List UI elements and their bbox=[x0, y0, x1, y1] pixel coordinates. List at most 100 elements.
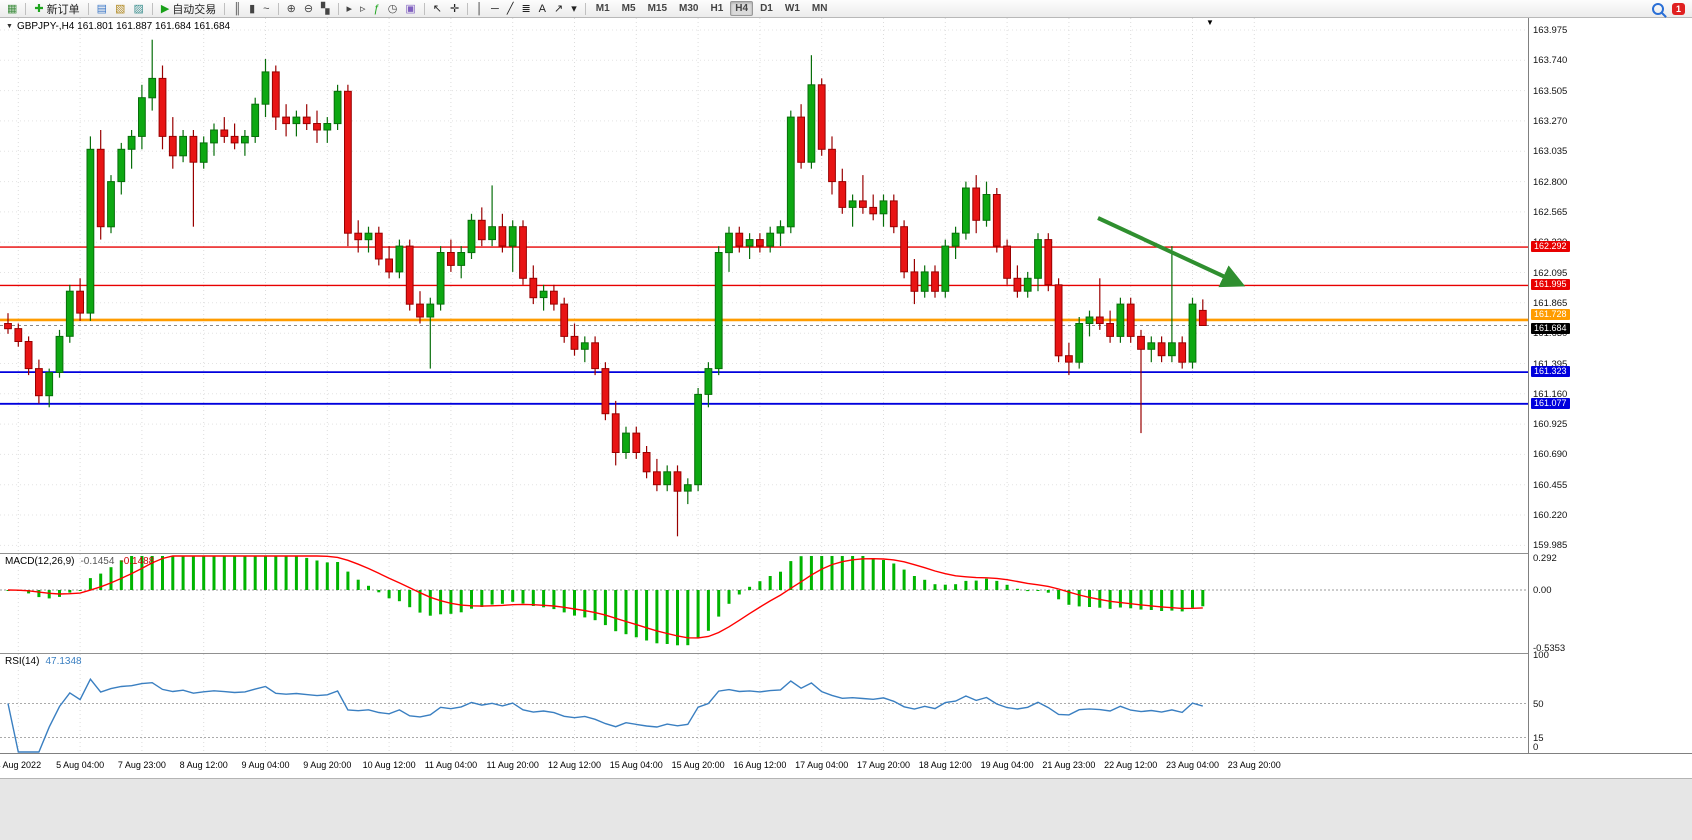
macd-panel[interactable] bbox=[0, 554, 1528, 653]
tile-windows-icon[interactable]: ▚ bbox=[317, 0, 333, 17]
candle bbox=[158, 65, 167, 150]
candle bbox=[55, 329, 64, 378]
panel-separator[interactable] bbox=[0, 653, 1692, 654]
vertical-line-icon[interactable]: │ bbox=[472, 0, 487, 17]
candle bbox=[76, 278, 84, 321]
timeframe-h1[interactable]: H1 bbox=[710, 3, 724, 14]
terminal-icon-glyph: ▨ bbox=[133, 2, 144, 15]
candle bbox=[580, 336, 589, 363]
time-tick: 4 Aug 2022 bbox=[0, 760, 42, 770]
candle bbox=[35, 359, 43, 404]
macd-axis-tick: -0.5353 bbox=[1533, 643, 1566, 655]
timeframe-d1[interactable]: D1 bbox=[760, 3, 773, 14]
collapse-triangle-icon[interactable]: ▼ bbox=[6, 23, 13, 30]
candle bbox=[210, 123, 218, 156]
timeframe-m1[interactable]: M1 bbox=[595, 3, 610, 14]
navigator-icon[interactable]: ▧ bbox=[111, 0, 129, 17]
trend-arrow-annotation[interactable] bbox=[1097, 216, 1246, 288]
rsi-axis-tick: 50 bbox=[1533, 698, 1544, 710]
price-tick: 160.455 bbox=[1533, 479, 1568, 491]
new-order-glyph: ✚ bbox=[34, 2, 44, 15]
time-tick: 12 Aug 12:00 bbox=[547, 760, 602, 770]
timeframe-m30[interactable]: M30 bbox=[679, 3, 699, 14]
search-icon[interactable] bbox=[1651, 2, 1664, 15]
main-chart[interactable] bbox=[0, 18, 1528, 553]
period-icon[interactable]: ◷ bbox=[384, 0, 402, 17]
auto-trading-button[interactable]: ▶ 自动交易 bbox=[157, 0, 220, 17]
candle bbox=[1054, 278, 1063, 363]
horizontal-lines-layer[interactable] bbox=[0, 246, 1528, 405]
candle bbox=[673, 465, 682, 537]
new-chart-icon[interactable]: ▦ bbox=[3, 0, 21, 17]
candle bbox=[786, 110, 795, 234]
fibonacci-icon[interactable]: ≣ bbox=[517, 0, 534, 17]
line-chart-icon[interactable]: ~ bbox=[259, 0, 273, 17]
candle bbox=[611, 400, 620, 466]
toolbar-separator bbox=[337, 2, 339, 15]
rsi-panel[interactable] bbox=[0, 654, 1528, 753]
trendline-icon[interactable]: ╱ bbox=[503, 0, 518, 17]
candle bbox=[457, 246, 466, 279]
candle bbox=[65, 284, 74, 343]
candle bbox=[900, 220, 909, 279]
toolbar-groups: ▦ ✚ 新订单 ▤ ▧ ▨ ▶ 自动交易 ║ ▮ ~ ⊕ ⊖ ▚ ▸ ▹ ƒ ◷ ▣ ↖ ✛ │ ─ ╱ ≣ A ↗ ▾ M1 M5 M15… bbox=[3, 0, 833, 18]
tile-windows-icon-glyph: ▚ bbox=[321, 2, 330, 15]
timeframe-m5[interactable]: M5 bbox=[621, 3, 636, 14]
text-icon-glyph: A bbox=[538, 2, 547, 15]
candle bbox=[828, 136, 836, 195]
toolbar: ▦ ✚ 新订单 ▤ ▧ ▨ ▶ 自动交易 ║ ▮ ~ ⊕ ⊖ ▚ ▸ ▹ ƒ ◷ ▣ ↖ ✛ │ ─ ╱ ≣ A ↗ ▾ M1 M5 M15… bbox=[0, 0, 1692, 18]
terminal-icon[interactable]: ▨ bbox=[129, 0, 147, 17]
timeframe-m15[interactable]: M15 bbox=[647, 3, 668, 14]
crosshair-icon[interactable]: ✛ bbox=[446, 0, 463, 17]
candle bbox=[4, 313, 12, 334]
new-chart-icon-glyph: ▦ bbox=[7, 2, 18, 15]
notification-badge[interactable]: 1 bbox=[1671, 2, 1685, 15]
zoom-out-icon[interactable]: ⊖ bbox=[300, 0, 317, 17]
cursor-icon[interactable]: ↖ bbox=[429, 0, 446, 17]
macd-main-value: -0.1454 bbox=[80, 556, 115, 567]
text-icon[interactable]: A bbox=[535, 0, 550, 17]
price-line-badge: 161.995 bbox=[1531, 279, 1570, 291]
arrows-icon[interactable]: ↗ bbox=[550, 0, 567, 17]
panel-separator[interactable] bbox=[0, 553, 1692, 554]
market-watch-icon[interactable]: ▤ bbox=[93, 0, 111, 17]
new-order-button[interactable]: ✚ 新订单 bbox=[30, 0, 83, 17]
candle bbox=[539, 284, 548, 311]
zoom-in-icon[interactable]: ⊕ bbox=[283, 0, 300, 17]
dropdown-arrow-icon[interactable]: ▾ bbox=[567, 0, 581, 17]
macd-signal-line bbox=[7, 555, 1203, 639]
time-tick: 22 Aug 12:00 bbox=[1104, 760, 1158, 770]
scroll-to-end-icon[interactable]: ▼ bbox=[1206, 18, 1214, 27]
candle bbox=[982, 181, 991, 227]
price-tick: 163.975 bbox=[1533, 25, 1568, 36]
timeframe-h4[interactable]: H4 bbox=[730, 1, 754, 16]
candle bbox=[148, 39, 157, 111]
chart-shift-icon[interactable]: ▹ bbox=[356, 0, 370, 17]
bar-chart-icon[interactable]: ║ bbox=[229, 0, 245, 17]
candle bbox=[992, 188, 1001, 253]
candlestick-chart-icon[interactable]: ▮ bbox=[245, 0, 259, 17]
grid-layer bbox=[17, 654, 1255, 753]
candle bbox=[889, 194, 898, 234]
candle bbox=[797, 104, 806, 169]
auto-scroll-icon[interactable]: ▸ bbox=[343, 0, 357, 17]
time-tick: 11 Aug 04:00 bbox=[424, 760, 478, 770]
crosshair-icon-glyph: ✛ bbox=[449, 2, 460, 15]
candle bbox=[323, 117, 332, 143]
candle bbox=[807, 55, 816, 169]
candle bbox=[519, 220, 527, 285]
timeframe-mn[interactable]: MN bbox=[811, 3, 828, 14]
time-axis[interactable]: 4 Aug 2022 5 Aug 04:00 7 Aug 23:00 8 Aug 12… bbox=[0, 753, 1692, 779]
templates-icon[interactable]: ▣ bbox=[401, 0, 419, 17]
candle bbox=[96, 130, 105, 240]
candle bbox=[642, 446, 651, 479]
indicators-icon[interactable]: ƒ bbox=[370, 0, 384, 17]
time-tick: 5 Aug 04:00 bbox=[56, 760, 105, 770]
horizontal-line-icon[interactable]: ─ bbox=[487, 0, 503, 17]
price-axis[interactable]: 163.975 163.740 163.505 163.270 163.035 162.8… bbox=[1528, 18, 1692, 753]
rsi-axis-tick: 100 bbox=[1533, 650, 1549, 661]
toolbar-separator bbox=[423, 2, 425, 15]
time-tick: 19 Aug 04:00 bbox=[980, 760, 1034, 770]
timeframe-w1[interactable]: W1 bbox=[784, 3, 800, 14]
period-icon-glyph: ◷ bbox=[387, 2, 398, 15]
